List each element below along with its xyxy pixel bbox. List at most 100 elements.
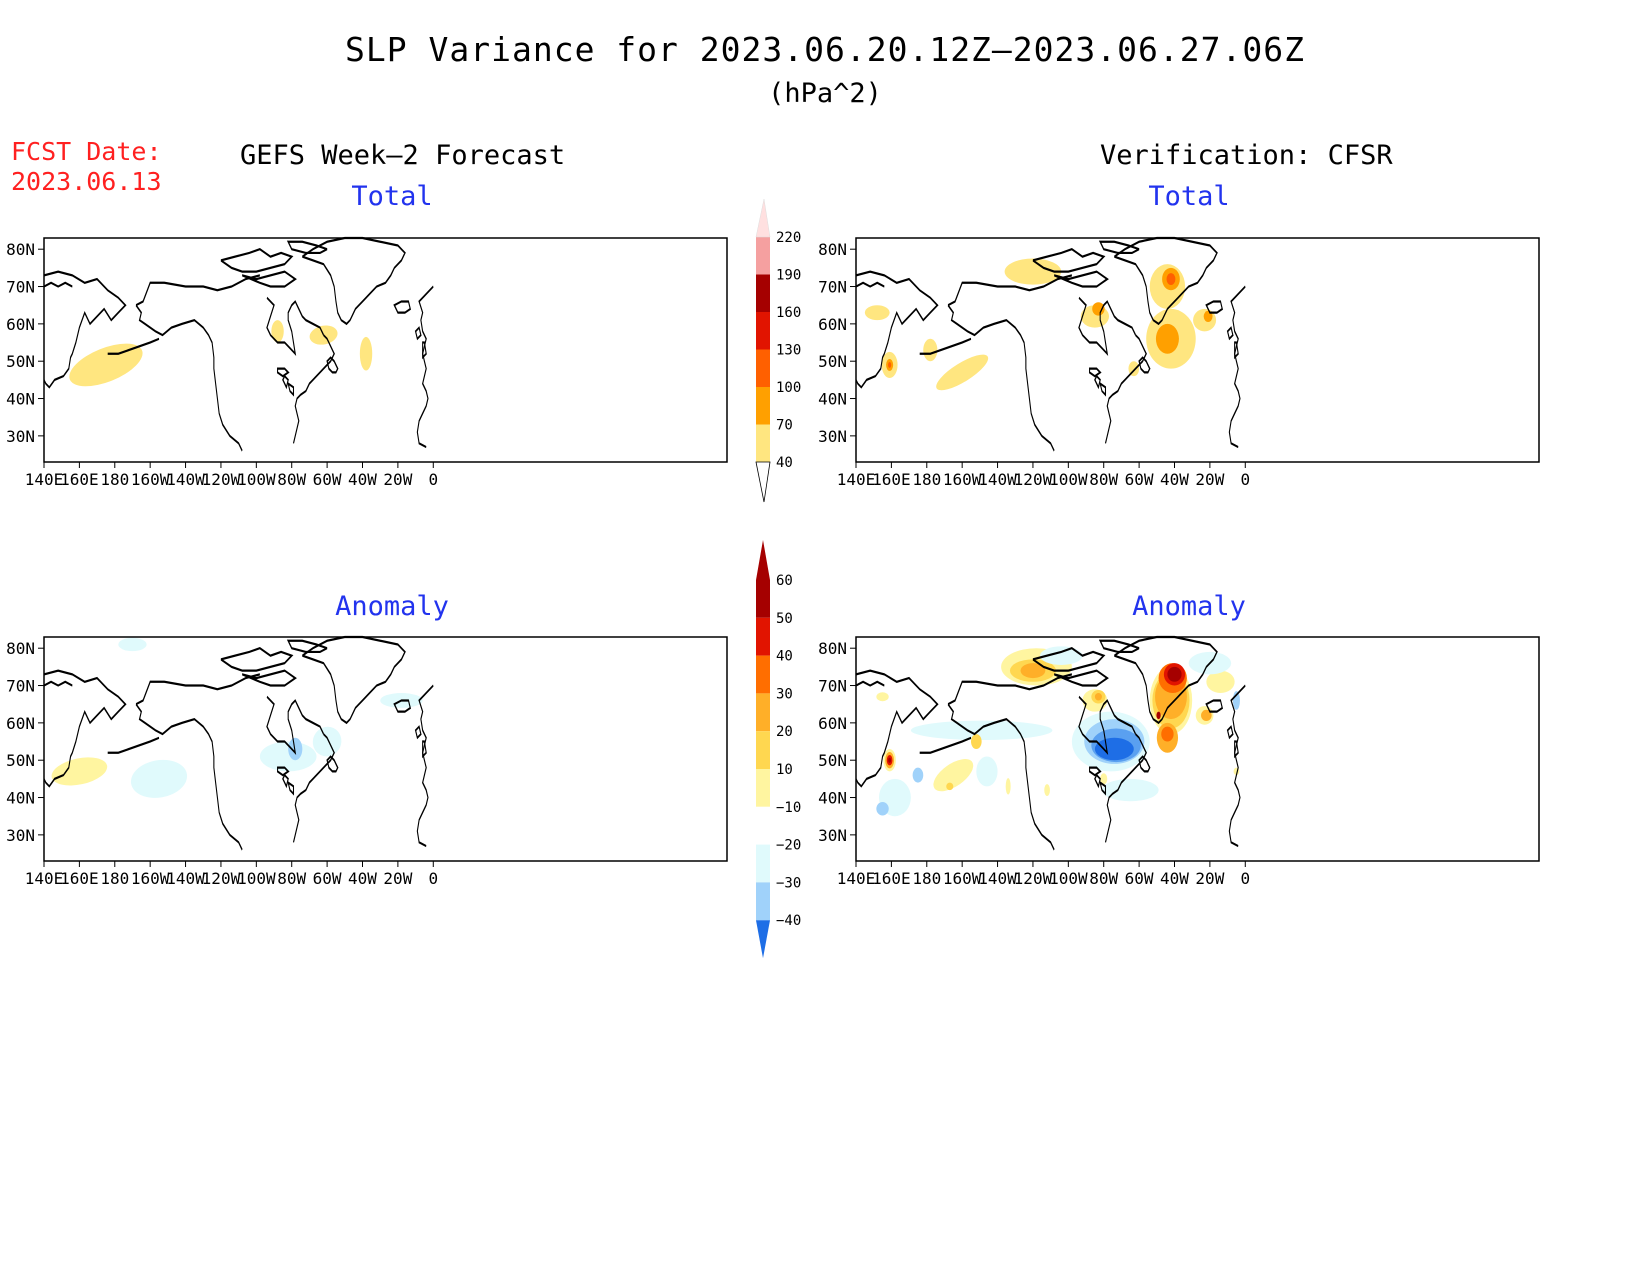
y-tick-label: 50N [6,352,35,371]
shaded-region [910,720,1053,741]
y-tick-label: 70N [818,677,847,696]
shaded-region [933,759,974,792]
colorbar-anomaly-label: 60 [776,573,793,589]
x-tick-label: 80W [1089,869,1118,888]
colorbar-anomaly-swatch [756,655,770,694]
y-tick-label: 80N [818,639,847,658]
colorbar-total-label: 100 [776,380,801,396]
bottom-right-panel-title: Anomaly [1132,591,1246,622]
x-tick-label: 120W [202,869,241,888]
colorbar-total-label: 40 [776,455,793,471]
x-tick-label: 20W [383,470,412,489]
x-tick-label: 160W [943,470,982,489]
bottom-left-panel-title: Anomaly [335,591,449,622]
colorbar-total-swatch [756,237,770,275]
colorbar-anomaly-swatch [756,617,770,656]
x-tick-label: 140W [166,869,205,888]
top-right-shading [864,258,1217,391]
shaded-region [69,343,143,387]
y-tick-label: 30N [818,826,847,845]
colorbar-total-swatch [756,387,770,425]
x-tick-label: 40W [1160,470,1189,489]
x-tick-label: 140E [25,869,64,888]
y-tick-label: 30N [818,427,847,446]
colorbar-total-label: 130 [776,343,801,359]
y-tick-label: 60N [6,315,35,334]
shaded-region [1166,273,1176,286]
y-tick-label: 30N [6,427,35,446]
shaded-region [1092,302,1105,316]
x-tick-label: 160E [872,470,911,489]
shaded-region [976,756,998,787]
shaded-region [259,741,317,772]
y-tick-label: 40N [818,390,847,409]
x-tick-label: 180 [100,869,129,888]
y-tick-label: 30N [6,826,35,845]
bottom-left-shading [51,637,423,798]
shaded-region [1020,663,1046,679]
x-tick-label: 100W [237,869,276,888]
forecast-date-value: 2023.06.13 [11,167,162,196]
x-tick-label: 160W [943,869,982,888]
x-tick-label: 20W [1195,470,1224,489]
x-tick-label: 80W [277,470,306,489]
forecast-date-label: FCST Date: 2023.06.13 [11,137,162,197]
top-right-panel-title: Total [1148,181,1230,212]
x-tick-label: 160W [131,869,170,888]
colorbar-total-label: 70 [776,418,793,434]
y-tick-label: 70N [6,677,35,696]
colorbar-anomaly: 60 50 40 30 20 10 −10 −20 −30 −40 [756,540,801,959]
x-tick-label: 180 [912,869,941,888]
top-left-shading [69,320,373,387]
shaded-region [971,734,982,749]
x-tick-label: 0 [1240,869,1250,888]
colorbar-anomaly-swatch [756,882,770,921]
y-tick-label: 40N [818,789,847,808]
top-right-frame [855,237,1540,463]
colorbar-total-label: 190 [776,268,801,284]
x-tick-label: 120W [1014,869,1053,888]
x-tick-label: 0 [428,869,438,888]
shaded-region [923,338,938,362]
y-tick-label: 80N [818,240,847,259]
top-left-frame [43,237,728,463]
top-left-panel-title: Total [351,181,433,212]
x-tick-label: 60W [1125,869,1154,888]
y-tick-label: 60N [6,714,35,733]
x-tick-label: 60W [313,470,342,489]
shaded-region [288,737,303,761]
forecast-date-caption: FCST Date: [11,137,162,166]
shaded-region [1044,784,1050,797]
colorbar-total-swatch [756,274,770,312]
y-tick-label: 50N [6,751,35,770]
shaded-region [130,759,188,798]
colorbar-anomaly-swatch [756,806,770,845]
x-tick-label: 140E [837,869,876,888]
x-tick-label: 0 [1240,470,1250,489]
colorbar-anomaly-label: 10 [776,762,793,778]
colorbar-anomaly-label: 30 [776,686,793,702]
colorbar-anomaly-top-arrow [756,540,770,580]
shaded-region [1155,323,1179,354]
colorbar-anomaly-label: 50 [776,611,793,627]
bottom-left-coastlines [42,635,436,852]
x-tick-label: 180 [100,470,129,489]
x-tick-label: 40W [348,470,377,489]
x-tick-label: 160E [60,470,99,489]
top-left-coastlines [42,236,436,453]
shaded-region [312,726,342,757]
colorbar-total-swatch [756,349,770,387]
shaded-region [1156,711,1161,720]
bottom-right-coastlines [854,635,1248,852]
shaded-region [876,692,889,702]
colorbar-anomaly-swatch [756,693,770,732]
shaded-region [1094,737,1134,761]
shaded-region [1040,646,1083,666]
x-tick-label: 160W [131,470,170,489]
y-tick-label: 60N [818,315,847,334]
colorbar-anomaly-swatch [756,731,770,769]
bottom-right-shading [876,646,1240,817]
